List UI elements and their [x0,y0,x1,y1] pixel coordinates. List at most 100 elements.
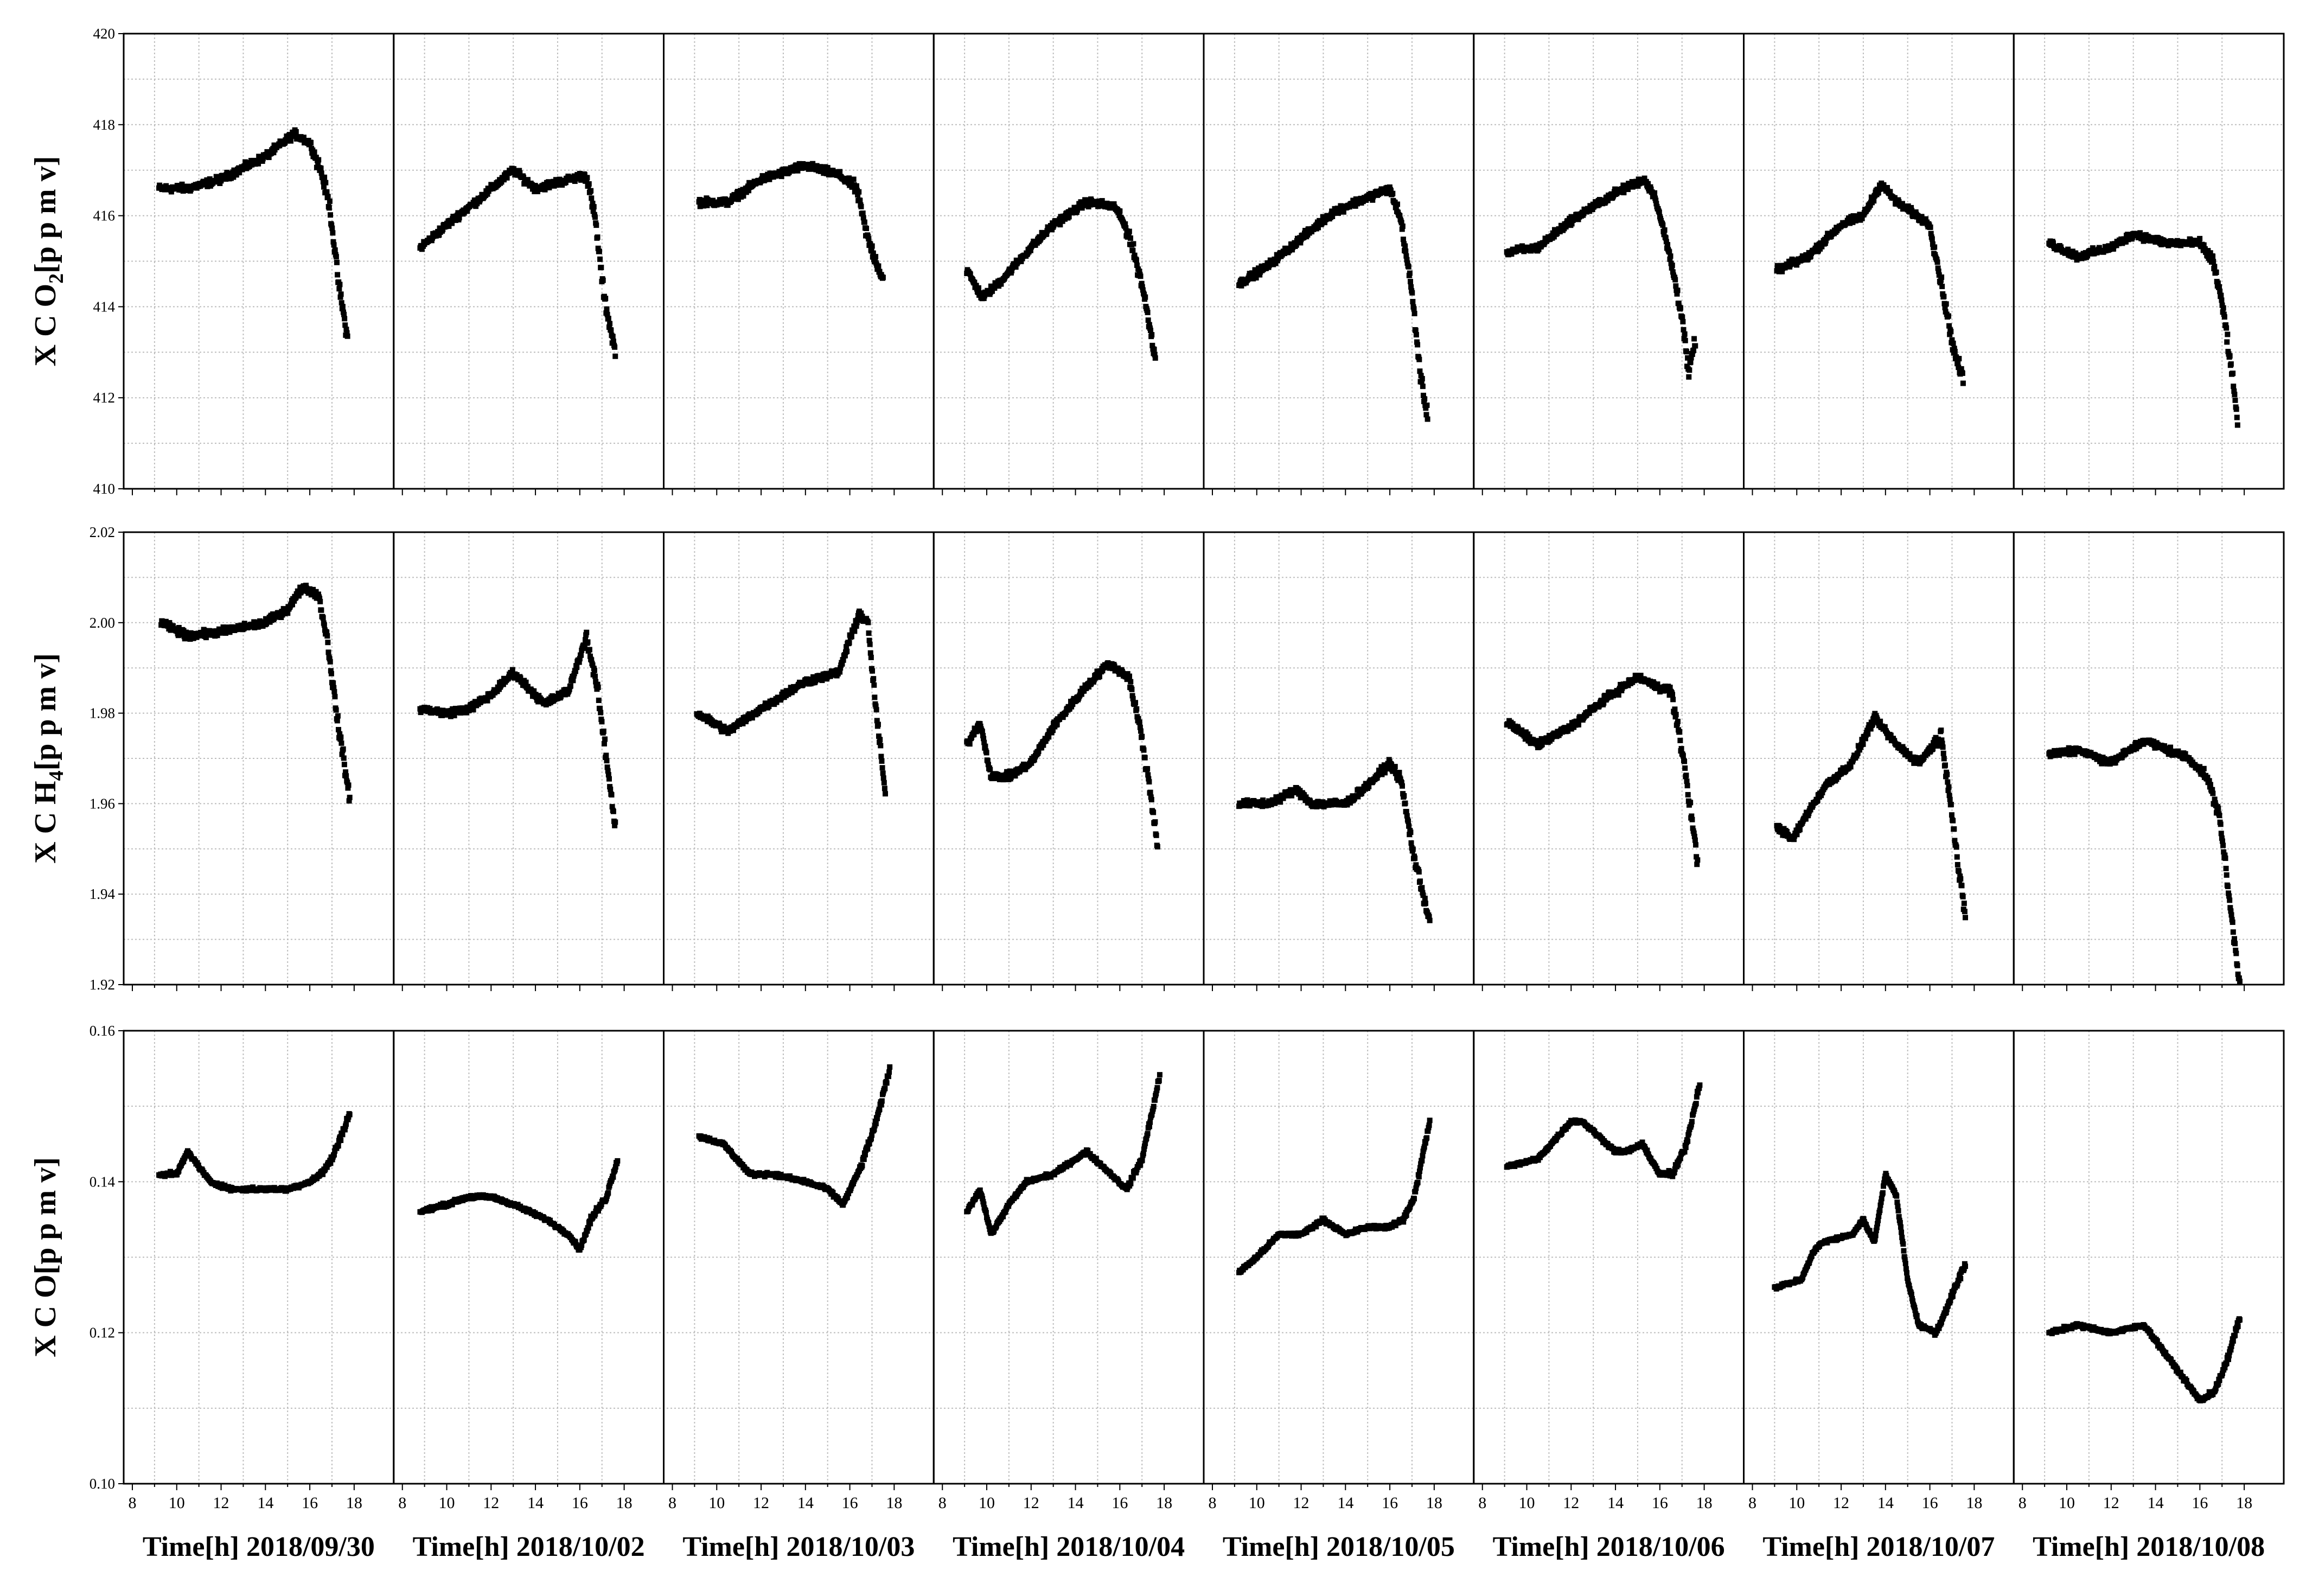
data-point [1652,190,1658,196]
data-point [1244,797,1250,803]
data-point [1412,855,1418,861]
data-point [1960,380,1966,386]
data-point [838,665,844,671]
data-point [318,165,324,171]
data-point [1138,728,1144,734]
data-point [1892,195,1898,201]
data-point [1871,198,1877,204]
data-point [335,727,341,733]
data-point [1656,209,1662,215]
series-points [1504,673,1701,867]
data-point [1683,349,1689,355]
data-point [2211,259,2216,265]
panel-r1-c0 [123,531,395,991]
data-point [1688,800,1694,806]
data-point [188,630,194,636]
data-point [1923,216,1929,222]
data-point [1869,721,1875,727]
data-point [605,772,611,778]
data-point [1148,797,1154,803]
data-point [609,792,615,798]
data-point [1420,392,1426,398]
data-point [311,149,317,155]
data-point [981,739,987,745]
data-point [1149,342,1155,348]
data-point [1667,685,1673,691]
data-point [342,316,348,322]
data-point [1057,222,1063,228]
data-point [1685,791,1691,797]
data-point [1344,802,1350,808]
data-point [1133,257,1139,263]
data-point [1959,370,1965,376]
data-point [1693,842,1699,848]
data-point [2234,414,2240,420]
data-point [596,248,602,254]
data-point [1133,700,1139,706]
data-point [2224,325,2230,331]
data-point [329,225,335,231]
data-point [326,205,332,211]
y-tick-label: 1.92 [90,976,115,993]
data-point [1422,901,1428,906]
data-point [525,684,531,690]
data-point [1416,356,1422,362]
data-point [1370,197,1376,203]
data-point [345,785,351,791]
data-point [308,139,314,145]
data-point [1406,818,1411,824]
data-point [2215,280,2221,286]
data-point [1320,214,1326,220]
data-point [1423,405,1429,411]
data-point [861,219,867,225]
data-point [1621,190,1627,196]
data-point [1850,219,1856,225]
data-point [1807,253,1813,259]
data-point [1951,346,1957,352]
data-point [2090,245,2096,251]
data-point [1130,695,1136,701]
data-point [1815,797,1820,803]
series-points [2046,230,2240,428]
data-point [864,226,870,232]
data-point [1946,313,1952,319]
data-point [609,804,615,810]
data-point [1408,840,1414,846]
data-point [1004,769,1010,775]
series-points [964,660,1160,850]
data-point [1678,305,1684,311]
data-point [1009,267,1015,273]
data-point [879,758,885,764]
data-point [1130,241,1136,247]
data-point [2230,371,2236,376]
data-point [567,683,573,689]
data-point [346,798,352,804]
y-tick-label: 1.98 [90,705,115,722]
data-point [604,306,610,312]
data-point [1420,384,1426,390]
data-point [271,150,277,156]
data-point [1066,214,1072,220]
data-point [1676,301,1682,307]
data-point [1147,789,1153,795]
data-point [766,704,772,710]
data-point [725,202,731,208]
data-point [419,246,425,252]
data-point [316,157,322,163]
data-point [746,188,752,194]
data-point [1680,318,1686,324]
data-point [590,208,596,214]
data-point [509,667,515,673]
data-point [600,277,606,283]
data-point [598,265,604,271]
data-point [1410,846,1416,852]
data-point [327,659,333,665]
data-point [749,715,755,721]
data-point [321,184,327,190]
data-point [610,808,616,814]
data-point [853,623,859,629]
data-point [318,607,324,613]
data-point [1390,190,1396,196]
data-point [852,628,858,634]
